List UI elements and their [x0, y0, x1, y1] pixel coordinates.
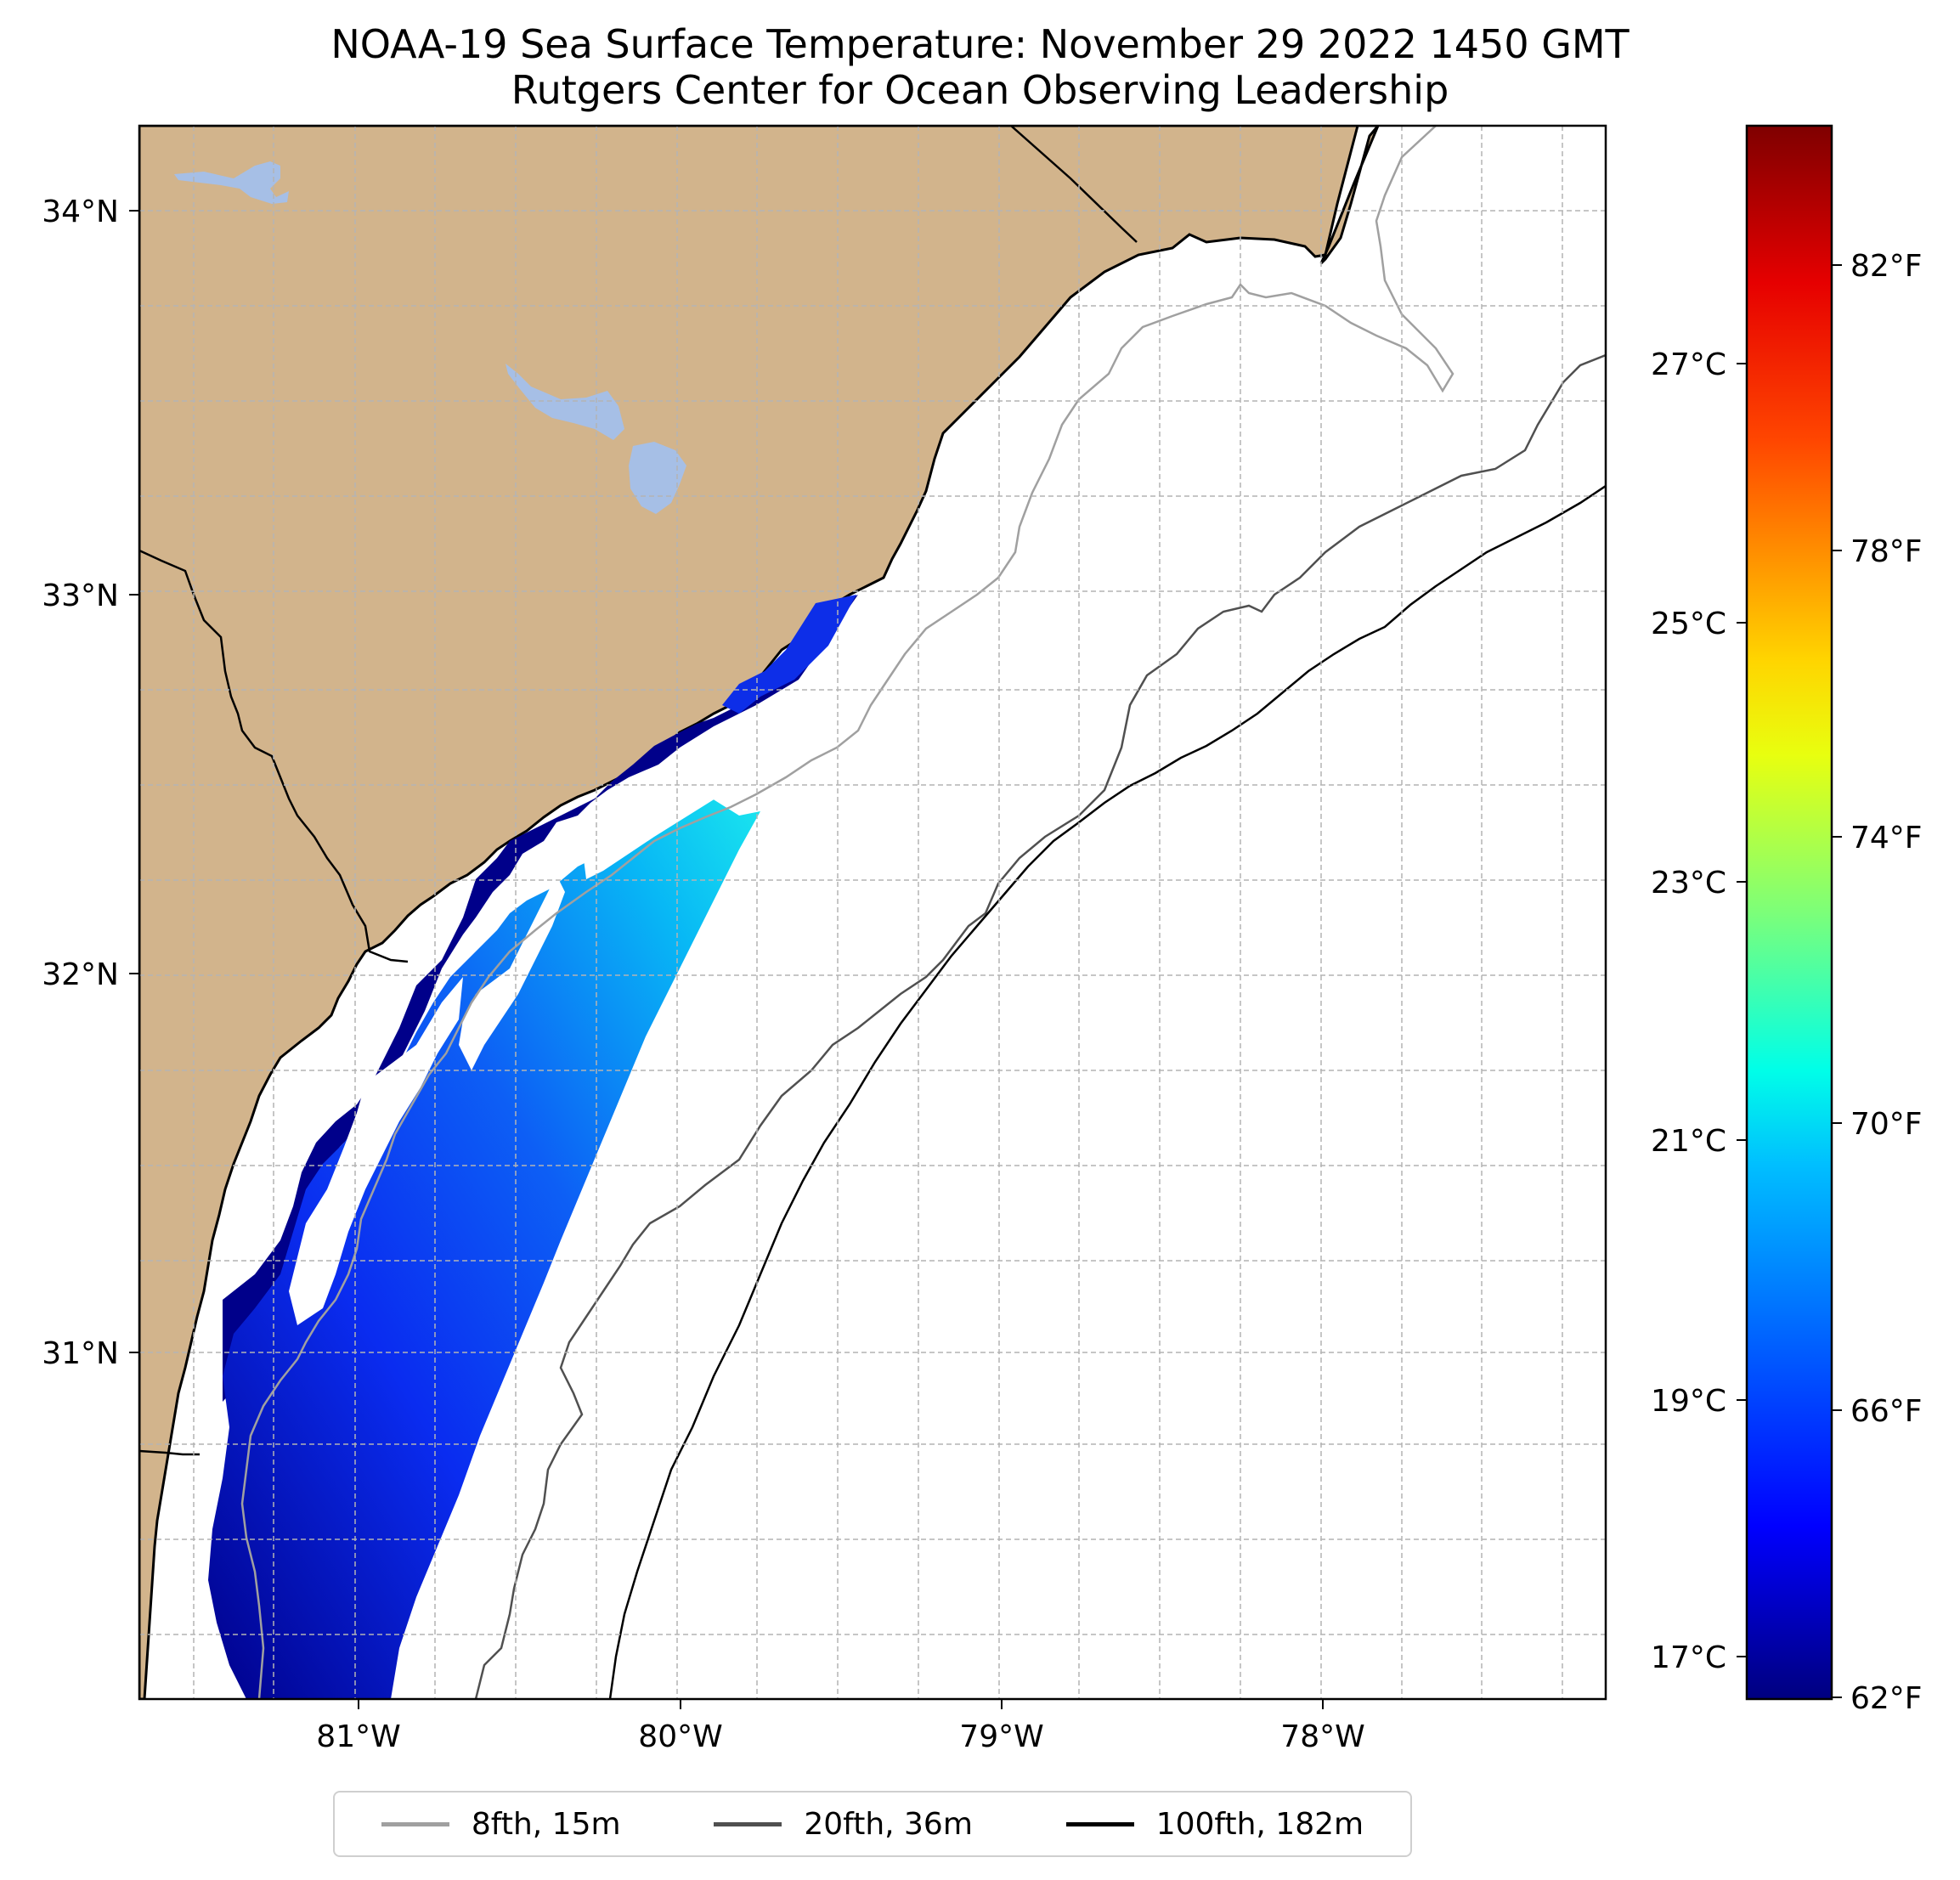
lon-label-78: 78°W [1280, 1719, 1364, 1754]
lake-marion [506, 364, 624, 440]
colorbar-c-19: 19°C [1651, 1384, 1726, 1419]
lake-north [174, 161, 289, 204]
legend-label-8fth: 8fth, 15m [471, 1806, 621, 1842]
contour-20fth [474, 353, 1606, 1699]
chart-title: NOAA-19 Sea Surface Temperature: Novembe… [330, 21, 1630, 67]
sst-gap-3 [582, 731, 765, 879]
map-frame [138, 124, 1607, 1701]
colorbar-f-70: 70°F [1850, 1107, 1923, 1142]
lon-label-81: 81°W [316, 1719, 400, 1754]
legend-item-20fth: 20fth, 36m [714, 1807, 973, 1842]
lat-label-32: 32°N [42, 957, 119, 992]
savannah-river [139, 549, 409, 963]
colorbar-f-78: 78°F [1850, 534, 1923, 569]
contour-8fth [240, 126, 1454, 1699]
lon-label-79: 79°W [959, 1719, 1043, 1754]
colorbar-f-66: 66°F [1850, 1394, 1923, 1429]
sst-main-plume [208, 794, 760, 1699]
state-border-ga-fl [139, 1449, 200, 1456]
colorbar-c-27: 27°C [1651, 347, 1726, 382]
legend-label-100fth: 100fth, 182m [1155, 1806, 1364, 1842]
colorbar-ticks [1737, 264, 1842, 1698]
sst-gap-1 [289, 977, 463, 1325]
gridlines [139, 126, 1606, 1699]
legend-label-20fth: 20fth, 36m [804, 1806, 973, 1842]
colorbar-f-82: 82°F [1850, 249, 1923, 284]
lat-label-34: 34°N [42, 195, 119, 229]
legend-swatch-100fth [1065, 1821, 1134, 1826]
lat-label-33: 33°N [42, 579, 119, 613]
state-border-nc-sc [1010, 126, 1138, 243]
colorbar [1745, 124, 1833, 1701]
colorbar-c-17: 17°C [1651, 1640, 1726, 1675]
lon-label-80: 80°W [638, 1719, 722, 1754]
colorbar-c-21: 21°C [1651, 1124, 1726, 1159]
legend-item-8fth: 8fth, 15m [381, 1807, 621, 1842]
colorbar-c-25: 25°C [1651, 607, 1726, 641]
map-area [139, 126, 1606, 1699]
contour-100fth [608, 484, 1606, 1699]
legend-swatch-8fth [381, 1821, 449, 1826]
sst-gap-2 [459, 875, 565, 1070]
chart-subtitle: Rutgers Center for Ocean Observing Leade… [511, 67, 1449, 113]
legend-swatch-20fth [714, 1821, 782, 1826]
lat-label-31: 31°N [42, 1336, 119, 1371]
sst-upper-patch [722, 595, 856, 714]
axis-ticks [129, 210, 1324, 1709]
colorbar-f-62: 62°F [1850, 1681, 1923, 1716]
colorbar-c-23: 23°C [1651, 866, 1726, 900]
legend-item-100fth: 100fth, 182m [1065, 1806, 1364, 1842]
colorbar-f-74: 74°F [1850, 821, 1923, 855]
contour-legend: 8fth, 15m 20fth, 36m 100fth, 182m [333, 1791, 1412, 1857]
